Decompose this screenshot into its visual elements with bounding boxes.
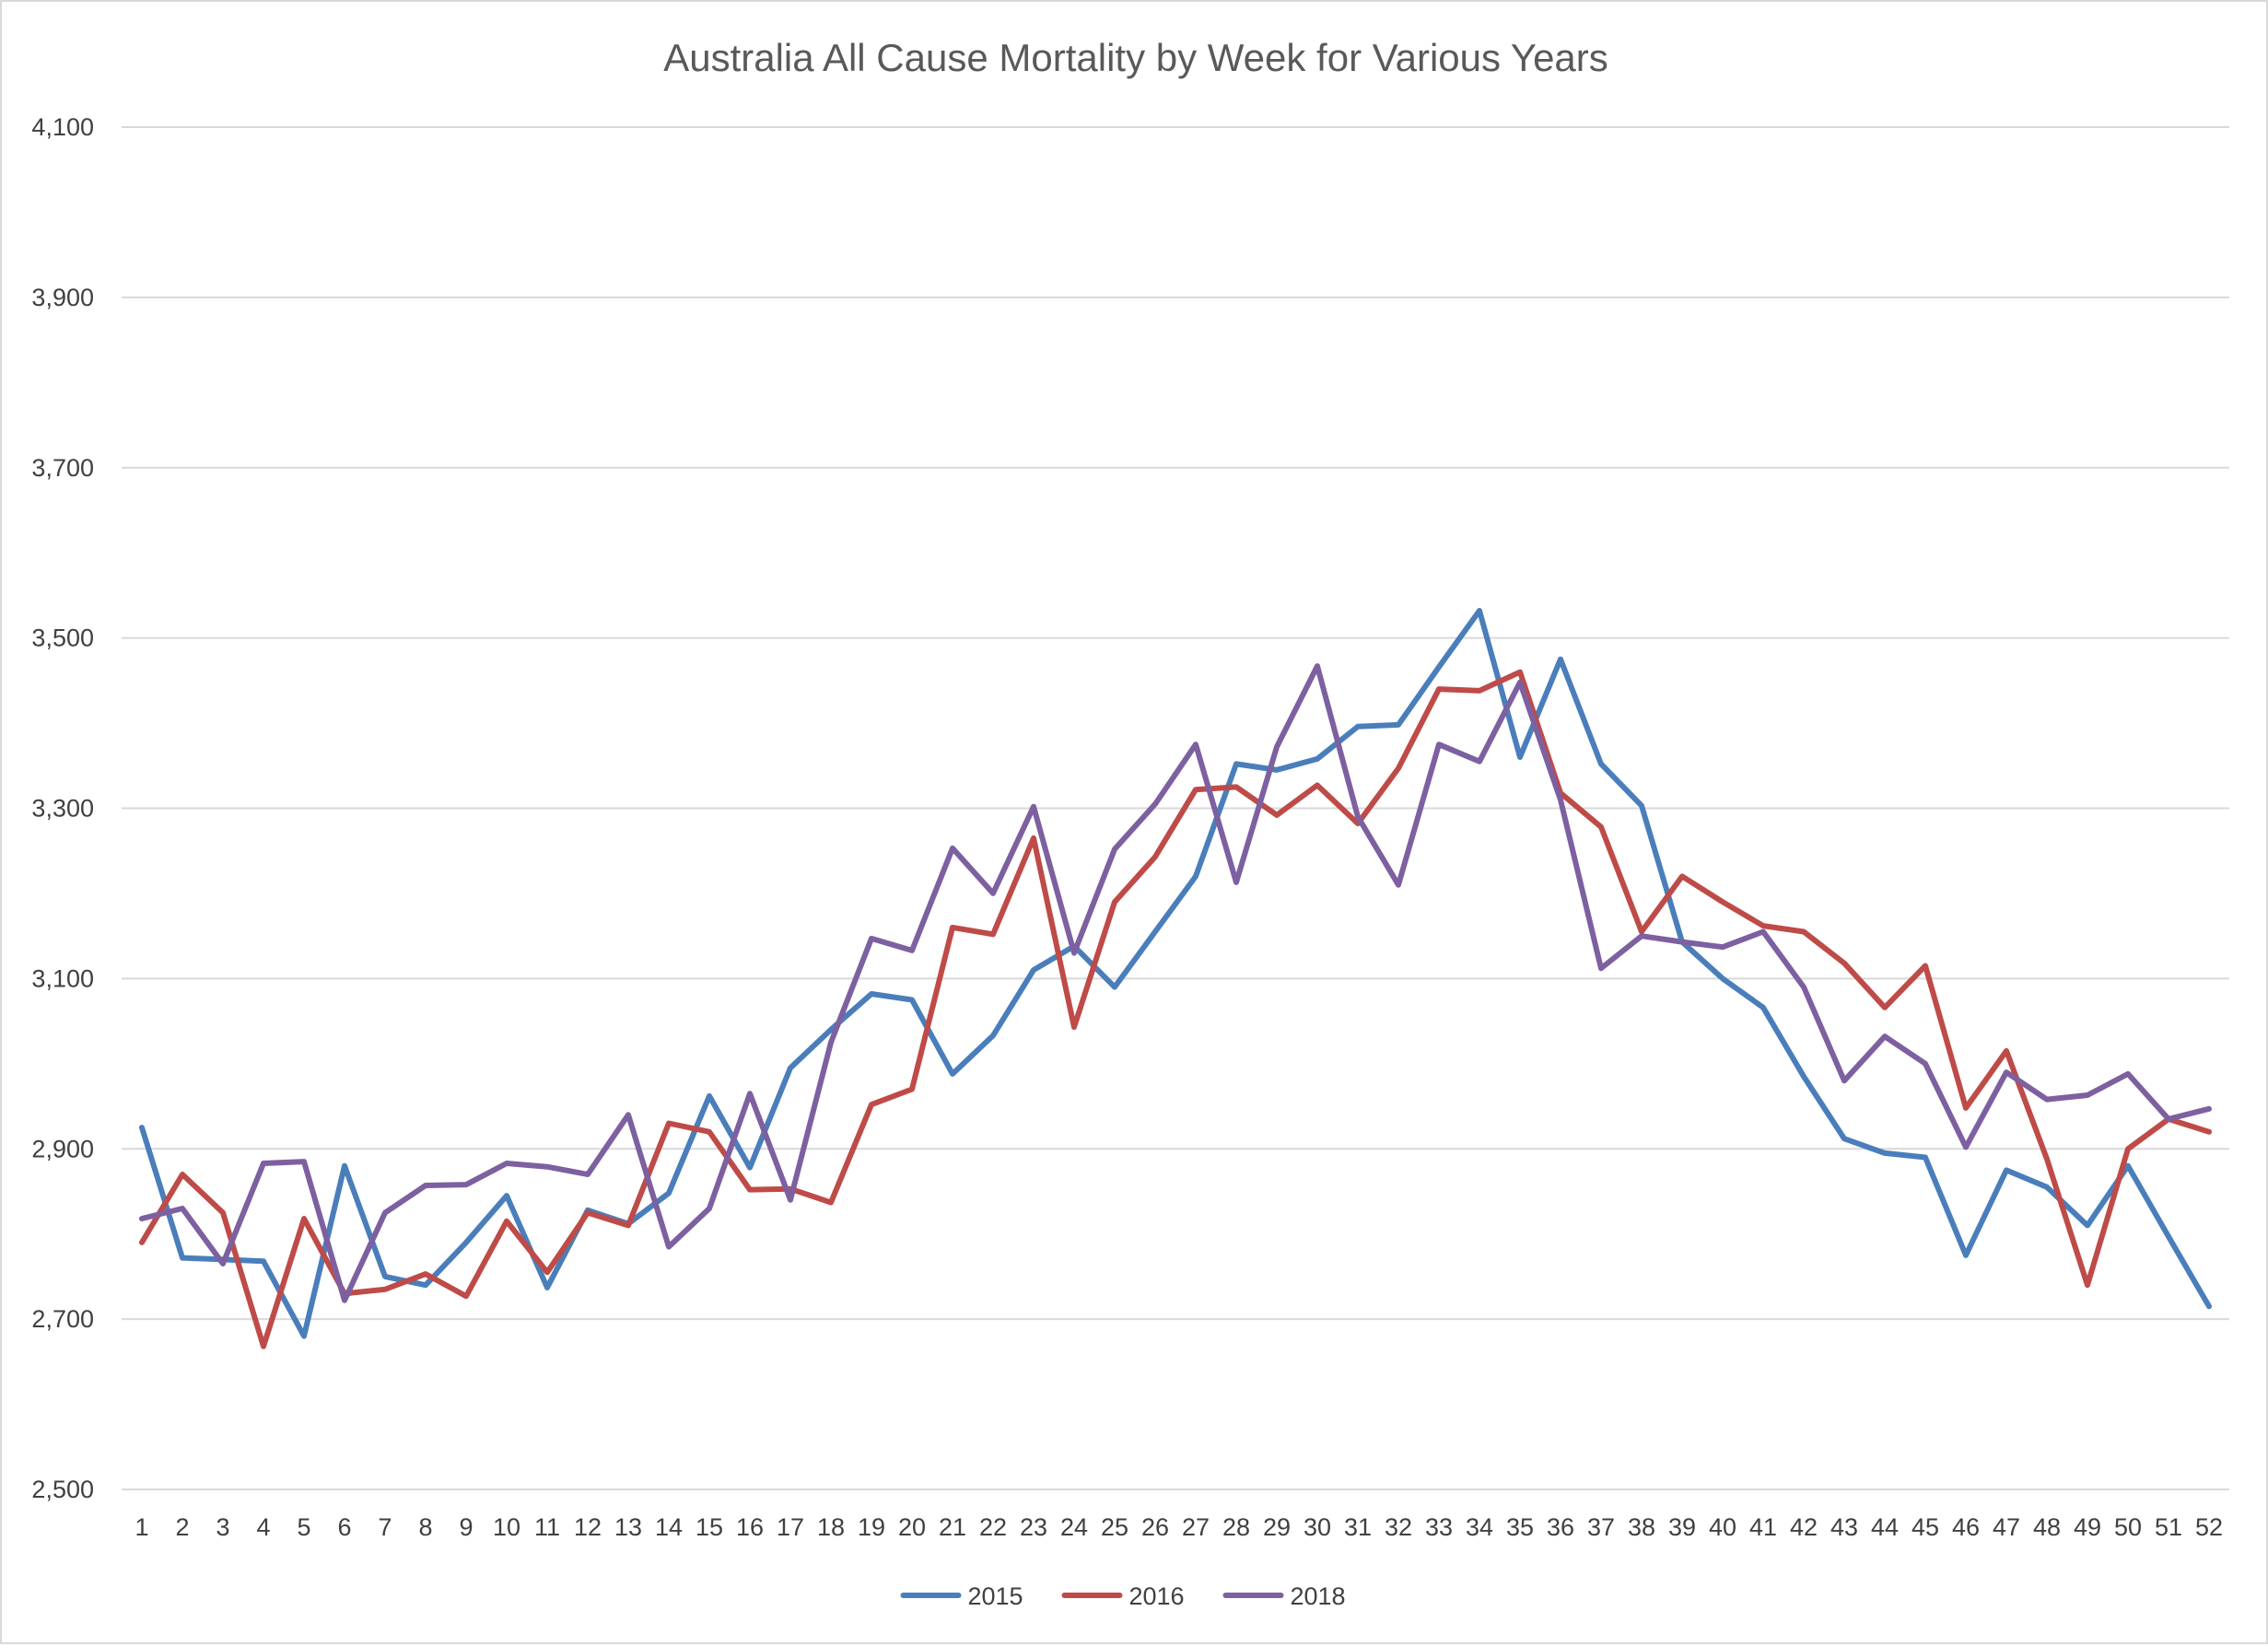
x-tick-label: 14 — [655, 1513, 683, 1541]
x-tick-label: 38 — [1628, 1513, 1655, 1541]
x-tick-label: 27 — [1182, 1513, 1210, 1541]
legend: 2015 2016 2018 — [900, 1582, 1346, 1610]
y-tick-label: 4,100 — [31, 113, 94, 141]
x-tick-label: 42 — [1790, 1513, 1818, 1541]
x-tick-label: 2 — [175, 1513, 189, 1541]
x-tick-label: 10 — [493, 1513, 520, 1541]
y-tick-label: 3,300 — [31, 795, 94, 823]
x-tick-label: 11 — [534, 1513, 560, 1541]
x-tick-label: 5 — [297, 1513, 310, 1541]
x-tick-label: 35 — [1506, 1513, 1534, 1541]
x-tick-label: 51 — [2155, 1513, 2182, 1541]
x-tick-label: 3 — [216, 1513, 229, 1541]
series-line-2015 — [139, 608, 2212, 1339]
x-tick-label: 21 — [939, 1513, 966, 1541]
x-tick-label: 41 — [1749, 1513, 1777, 1541]
x-tick-label: 39 — [1668, 1513, 1696, 1541]
x-tick-label: 31 — [1344, 1513, 1372, 1541]
x-tick-label: 22 — [979, 1513, 1007, 1541]
x-tick-label: 1 — [134, 1513, 148, 1541]
x-tick-label: 32 — [1385, 1513, 1412, 1541]
x-tick-label: 33 — [1425, 1513, 1453, 1541]
x-tick-label: 40 — [1709, 1513, 1736, 1541]
y-tick-label: 2,700 — [31, 1305, 94, 1333]
x-tick-label: 43 — [1830, 1513, 1858, 1541]
x-tick-label: 13 — [614, 1513, 642, 1541]
x-tick-label: 17 — [777, 1513, 804, 1541]
x-tick-label: 7 — [378, 1513, 392, 1541]
y-axis-ticks: 2,500 2,700 2,900 3,100 3,300 3,500 3,700 3,900… — [31, 113, 94, 1503]
x-tick-label: 48 — [2033, 1513, 2061, 1541]
series-line-2018 — [139, 663, 2212, 1303]
x-tick-label: 26 — [1141, 1513, 1169, 1541]
x-tick-label: 12 — [574, 1513, 602, 1541]
x-tick-label: 45 — [1911, 1513, 1939, 1541]
x-tick-label: 15 — [696, 1513, 723, 1541]
x-tick-label: 6 — [337, 1513, 351, 1541]
y-tick-label: 2,500 — [31, 1476, 94, 1503]
x-tick-label: 16 — [736, 1513, 764, 1541]
series-line-2016 — [139, 669, 2212, 1349]
x-tick-label: 25 — [1101, 1513, 1128, 1541]
x-tick-label: 8 — [418, 1513, 432, 1541]
y-tick-label: 3,900 — [31, 284, 94, 311]
x-tick-label: 18 — [817, 1513, 845, 1541]
y-tick-label: 3,100 — [31, 964, 94, 992]
chart-title: Australia All Cause Mortality by Week fo… — [663, 36, 1608, 79]
x-tick-label: 24 — [1060, 1513, 1088, 1541]
x-axis-ticks: 1 2 3 4 5 6 7 8 9 10 11 12 13 14 15 16 17 18 19 20 21 22 23 24 2… — [134, 1513, 2223, 1541]
legend-label: 2016 — [1129, 1582, 1185, 1610]
x-tick-label: 52 — [2195, 1513, 2223, 1541]
x-tick-label: 34 — [1466, 1513, 1493, 1541]
legend-label: 2018 — [1291, 1582, 1346, 1610]
x-tick-label: 50 — [2114, 1513, 2142, 1541]
x-tick-label: 23 — [1020, 1513, 1047, 1541]
x-tick-label: 29 — [1263, 1513, 1291, 1541]
x-tick-label: 9 — [459, 1513, 473, 1541]
series-lines — [139, 608, 2212, 1349]
x-tick-label: 19 — [858, 1513, 885, 1541]
x-tick-label: 44 — [1871, 1513, 1899, 1541]
x-tick-label: 30 — [1304, 1513, 1331, 1541]
x-tick-label: 47 — [1993, 1513, 2020, 1541]
x-tick-label: 20 — [898, 1513, 926, 1541]
legend-label: 2015 — [968, 1582, 1023, 1610]
x-tick-label: 46 — [1952, 1513, 1980, 1541]
gridlines — [122, 126, 2229, 1490]
x-tick-label: 36 — [1547, 1513, 1574, 1541]
y-tick-label: 2,900 — [31, 1135, 94, 1162]
y-tick-label: 3,700 — [31, 454, 94, 482]
x-tick-label: 37 — [1587, 1513, 1615, 1541]
x-tick-label: 49 — [2074, 1513, 2101, 1541]
y-tick-label: 3,500 — [31, 625, 94, 652]
x-tick-label: 4 — [256, 1513, 270, 1541]
x-tick-label: 28 — [1222, 1513, 1250, 1541]
